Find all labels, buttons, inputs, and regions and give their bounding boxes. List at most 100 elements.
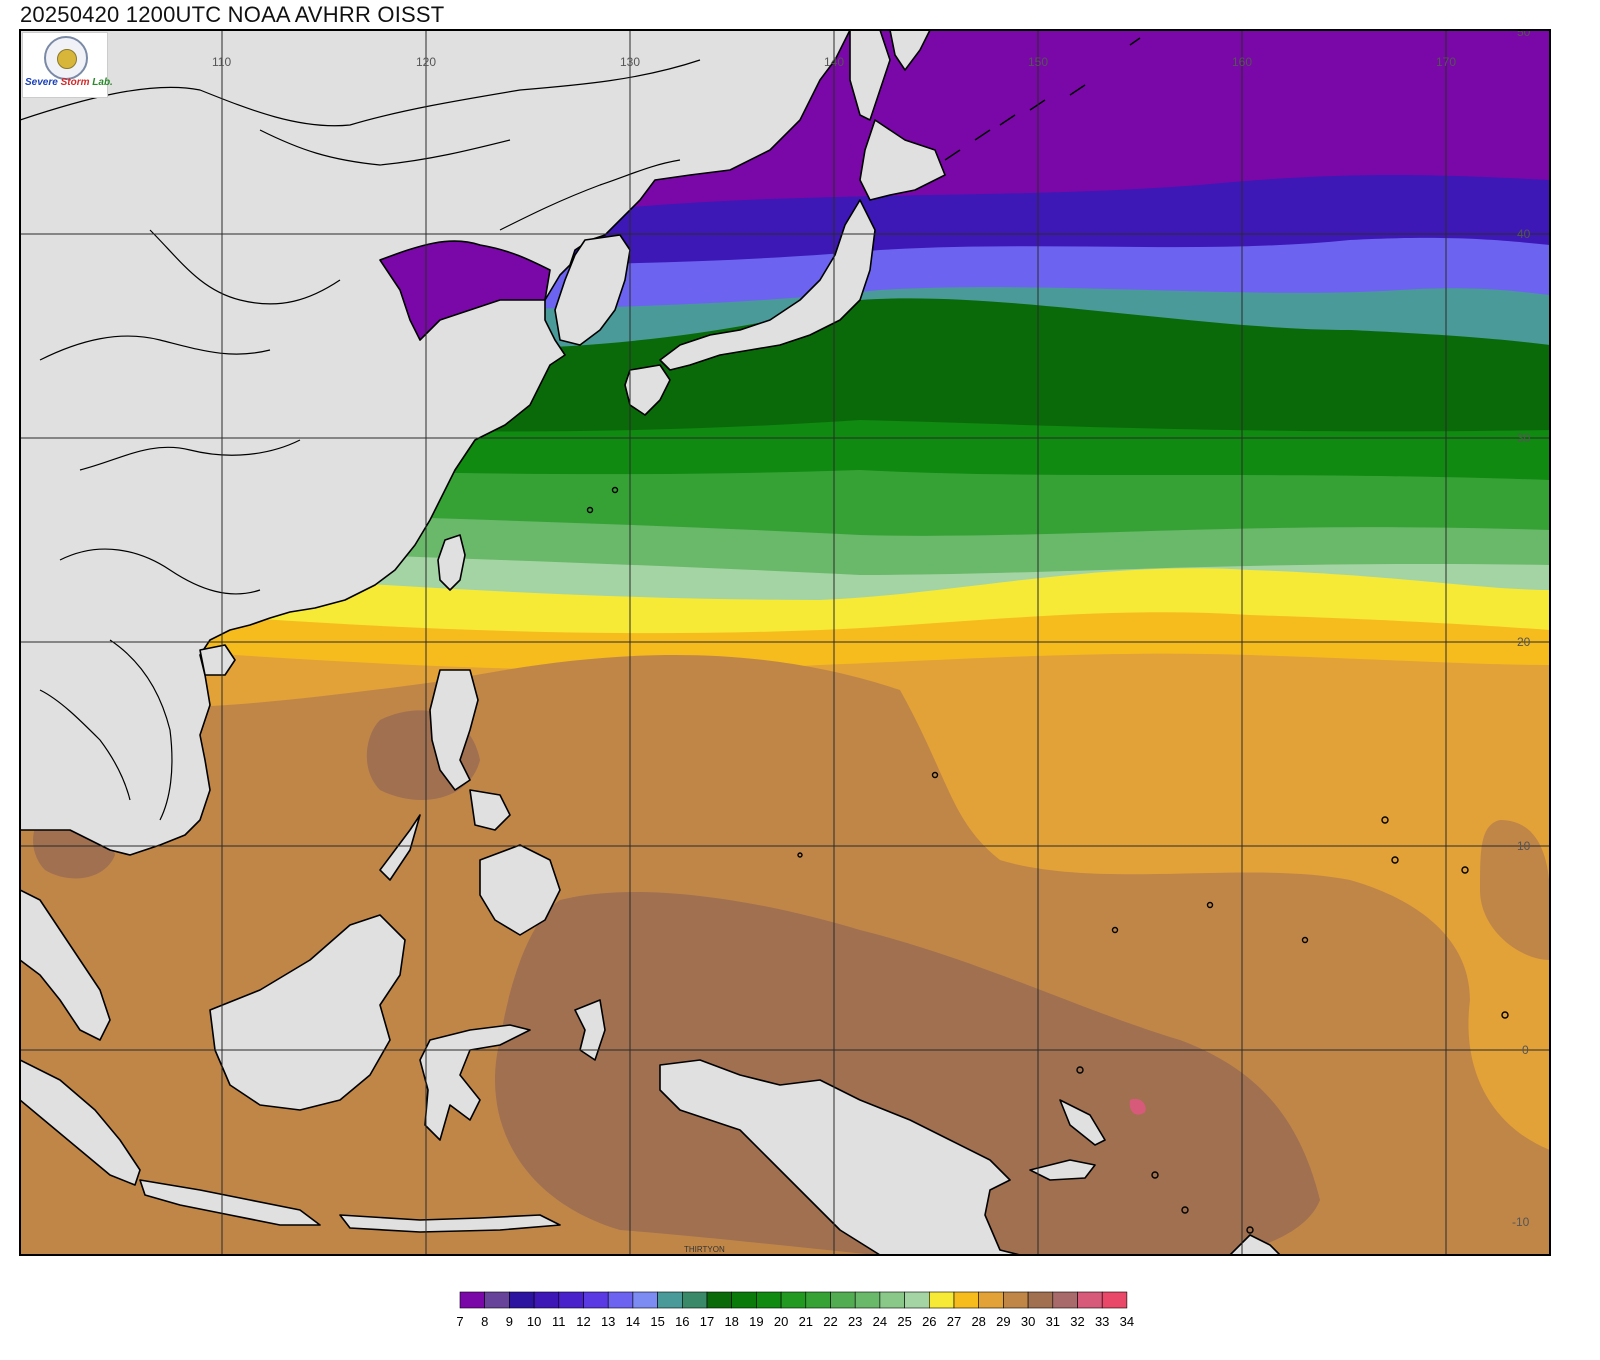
colorbar-swatch [706, 1291, 733, 1309]
border-provinces-1 [39, 335, 271, 361]
island-15 [1246, 1226, 1254, 1234]
land-asia-mainland [20, 30, 851, 856]
land-sakhalin [849, 30, 891, 121]
colorbar-label: 8 [481, 1314, 488, 1329]
border-provinces-2 [79, 439, 301, 471]
colorbar-label: 23 [848, 1314, 862, 1329]
map-title: 20250420 1200UTC NOAA AVHRR OISST [20, 2, 445, 27]
colorbar-swatch [459, 1291, 486, 1309]
colorbar: 7 8 9 10 11 12 13 14 15 16 17 18 19 20 21 22 23 24 25 26 27 2… [456, 1291, 1134, 1329]
colorbar-swatch [1027, 1291, 1054, 1309]
island-14 [1181, 1206, 1189, 1214]
land-new-guinea [659, 1059, 1021, 1255]
land-java [139, 1179, 321, 1226]
colorbar-swatch [830, 1291, 856, 1309]
colorbar-label: 30 [1021, 1314, 1035, 1329]
colorbar-swatch [509, 1291, 535, 1309]
colorbar-swatch [731, 1291, 757, 1309]
island-3 [1381, 816, 1389, 824]
colorbar-label: 9 [506, 1314, 513, 1329]
colorbar-swatch [1052, 1291, 1078, 1309]
land-kamchatka [889, 30, 931, 71]
map-frame [19, 29, 1551, 1256]
land-visayas [469, 789, 511, 831]
lat-label: 0 [1522, 1043, 1529, 1057]
land-palawan [379, 814, 421, 881]
land-sumatra [20, 1059, 141, 1186]
island-9 [1301, 936, 1309, 944]
colorbar-label: 17 [700, 1314, 714, 1329]
land-korea [554, 234, 631, 346]
border-china-korea [499, 159, 681, 231]
colorbar-swatch [607, 1291, 634, 1309]
land-taiwan [437, 534, 466, 591]
lon-label: 120 [416, 55, 436, 69]
lon-label: 130 [620, 55, 640, 69]
land-hokkaido [859, 119, 946, 201]
colorbar-label: 11 [552, 1314, 566, 1329]
border-provinces-4 [149, 229, 341, 305]
colorbar-label: 33 [1095, 1314, 1109, 1329]
lon-label: 170 [1436, 55, 1456, 69]
colorbar-label: 16 [675, 1314, 689, 1329]
border-china-north [259, 129, 511, 166]
island-6 [1501, 1011, 1509, 1019]
colorbar-swatch [953, 1291, 980, 1309]
lat-label: 20 [1517, 635, 1531, 649]
island-1 [1076, 1066, 1084, 1074]
island-8 [1111, 926, 1119, 934]
land-new-britain [1029, 1159, 1096, 1181]
island-4 [1391, 856, 1399, 864]
island-11 [611, 486, 619, 494]
colorbar-label: 27 [947, 1314, 961, 1329]
colorbar-label: 15 [650, 1314, 664, 1329]
border-vietnam [109, 639, 173, 821]
colorbar-swatch [632, 1291, 658, 1309]
colorbar-label: 29 [996, 1314, 1010, 1329]
land-borneo [209, 914, 406, 1111]
lab-logo: Severe Storm Lab. [22, 32, 113, 98]
colorbar-swatch [978, 1291, 1004, 1309]
land-honshu [659, 199, 876, 371]
colorbar-label: 34 [1120, 1314, 1134, 1329]
lon-label: 110 [212, 55, 231, 69]
lon-label: 150 [1028, 55, 1048, 69]
land-sulawesi [419, 1024, 531, 1141]
land-hainan [199, 644, 236, 676]
island-10 [797, 852, 803, 858]
land-kyushu [624, 364, 671, 416]
lat-label: 10 [1517, 839, 1531, 853]
colorbar-label: 32 [1070, 1314, 1084, 1329]
colorbar-swatch [1077, 1291, 1103, 1309]
colorbar-label: 24 [873, 1314, 887, 1329]
colorbar-swatch [780, 1291, 807, 1309]
colorbar-label: 7 [456, 1314, 463, 1329]
border-mongolia [20, 59, 701, 127]
lon-label: 140 [824, 55, 844, 69]
colorbar-swatch [484, 1291, 510, 1309]
colorbar-label: 10 [527, 1314, 541, 1329]
land-halmahera [574, 999, 606, 1061]
colorbar-label: 20 [774, 1314, 788, 1329]
seal-icon [44, 36, 88, 80]
colorbar-swatch [558, 1291, 584, 1309]
land-caption: THIRTYON [684, 1245, 725, 1254]
colorbar-swatch [805, 1291, 831, 1309]
colorbar-label: 28 [971, 1314, 985, 1329]
colorbar-label: 21 [799, 1314, 813, 1329]
colorbar-swatch [1101, 1291, 1128, 1309]
colorbar-swatch [533, 1291, 560, 1309]
colorbar-label: 13 [601, 1314, 615, 1329]
colorbar-label: 14 [626, 1314, 640, 1329]
land-new-ireland [1059, 1099, 1106, 1146]
colorbar-label: 18 [724, 1314, 738, 1329]
sst-map: 110 120 130 140 150 160 170 50 40 30 20 … [19, 29, 1551, 1256]
colorbar-label: 12 [576, 1314, 590, 1329]
colorbar-swatch [682, 1291, 708, 1309]
colorbar-swatch [854, 1291, 881, 1309]
land-lesser-sunda [339, 1214, 561, 1233]
colorbar-swatch [904, 1291, 930, 1309]
colorbar-swatch [756, 1291, 782, 1309]
land-luzon [429, 669, 479, 791]
colorbar-label: 25 [897, 1314, 911, 1329]
